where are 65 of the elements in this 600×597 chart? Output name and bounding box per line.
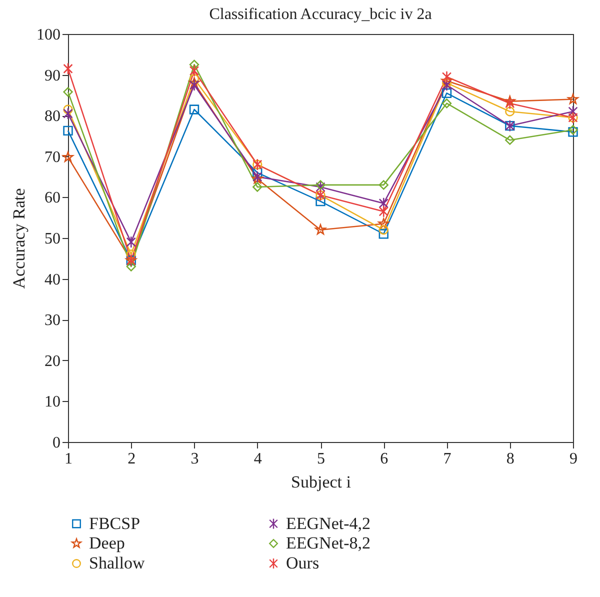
- point: [378, 229, 388, 239]
- point: [505, 135, 515, 145]
- y-tick-label: 100: [36, 26, 60, 44]
- y-tick-label: 20: [44, 352, 60, 370]
- legend-label: EEGNet-8,2: [286, 534, 371, 552]
- point: [189, 64, 200, 77]
- x-tick-label: 1: [64, 450, 72, 468]
- y-tick-label: 40: [44, 271, 60, 288]
- point: [378, 205, 388, 218]
- y-tick-label: 0: [52, 434, 60, 452]
- point: [63, 107, 73, 120]
- point: [504, 96, 516, 106]
- legend-label: EEGNet-4,2: [286, 514, 371, 533]
- x-tick-label: 8: [506, 450, 514, 468]
- point: [442, 78, 452, 92]
- x-axis-title: Subject i: [291, 472, 352, 492]
- point: [63, 126, 73, 136]
- point: [189, 60, 200, 70]
- y-tick-label: 10: [44, 394, 60, 411]
- point: [189, 78, 200, 92]
- point: [189, 74, 200, 84]
- x-tick-label: 6: [380, 450, 388, 468]
- point: [442, 98, 452, 108]
- point: [315, 224, 326, 235]
- y-tick-label: 60: [44, 190, 60, 207]
- point: [188, 77, 200, 88]
- x-tick-label: 7: [443, 450, 452, 468]
- point: [63, 62, 73, 75]
- chart-title: Classification Accuracy_bcic iv 2a: [209, 6, 432, 23]
- point: [189, 104, 200, 114]
- point: [378, 197, 388, 210]
- point: [442, 78, 452, 88]
- legend-label: Ours: [286, 554, 320, 572]
- point: [378, 225, 388, 235]
- point: [63, 87, 73, 97]
- point: [568, 94, 578, 104]
- point: [442, 88, 452, 98]
- point: [252, 173, 263, 184]
- y-tick-label: 30: [44, 312, 60, 330]
- y-tick-label: 80: [44, 108, 60, 126]
- legend-label: Deep: [89, 534, 125, 552]
- x-tick-label: 9: [570, 450, 578, 468]
- point: [378, 218, 390, 228]
- x-tick-label: 4: [254, 450, 262, 468]
- point: [316, 180, 326, 194]
- point: [378, 180, 388, 190]
- legend-label: Shallow: [89, 554, 146, 572]
- point: [505, 106, 515, 116]
- point: [505, 97, 515, 110]
- point: [126, 236, 136, 248]
- point: [316, 180, 326, 190]
- y-axis-title: Accuracy Rate: [10, 188, 28, 289]
- point: [252, 182, 262, 192]
- point: [568, 105, 578, 118]
- point: [442, 70, 452, 83]
- point: [63, 104, 73, 114]
- y-tick-label: 70: [44, 148, 60, 166]
- y-tick-label: 90: [44, 67, 60, 84]
- point: [62, 152, 74, 162]
- x-tick-label: 3: [190, 450, 199, 468]
- x-tick-label: 5: [317, 450, 325, 468]
- legend-label: FBCSP: [89, 514, 140, 533]
- x-tick-label: 2: [128, 450, 136, 468]
- y-tick-label: 50: [44, 230, 60, 248]
- point: [316, 196, 326, 206]
